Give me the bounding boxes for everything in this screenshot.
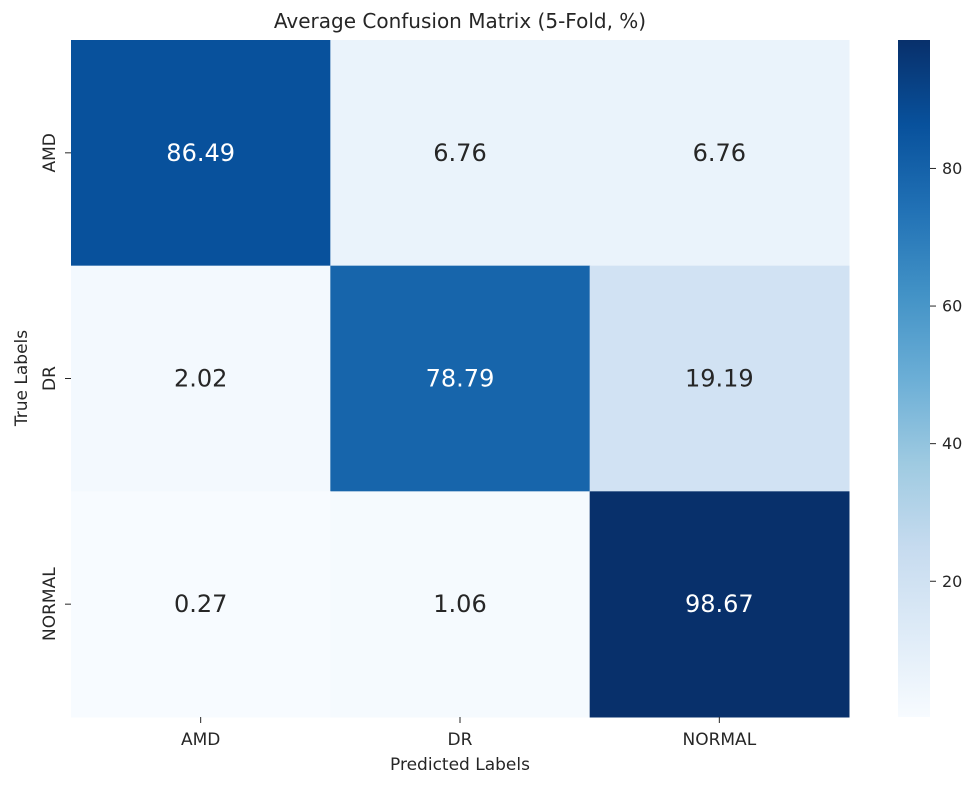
heatmap-cell xyxy=(589,40,850,267)
colorbar-tick-label: 80 xyxy=(942,159,962,178)
cell-value-label: 98.67 xyxy=(685,590,754,618)
cell-value-label: 78.79 xyxy=(426,365,495,393)
y-tick-label: NORMAL xyxy=(40,567,60,641)
heatmap-cell xyxy=(330,491,591,718)
colorbar-tick-label: 60 xyxy=(942,297,962,316)
heatmap-cell xyxy=(330,265,591,492)
heatmap-cell xyxy=(71,40,331,267)
colorbar-ticks: 20 40 60 80 xyxy=(930,159,962,591)
cell-value-label: 0.27 xyxy=(174,590,227,618)
heatmap-cell-labels: 86.49 6.76 6.76 2.02 78.79 19.19 0.27 1.06 98.67 xyxy=(166,139,753,618)
y-axis-ticks: AMD DR NORMAL xyxy=(40,133,71,641)
cell-value-label: 86.49 xyxy=(166,139,235,167)
cell-value-label: 2.02 xyxy=(174,365,227,393)
chart-title: Average Confusion Matrix (5-Fold, %) xyxy=(274,9,646,33)
x-tick-label: DR xyxy=(448,730,473,750)
cell-value-label: 6.76 xyxy=(693,139,746,167)
heatmap-cells xyxy=(71,40,850,718)
x-tick-label: AMD xyxy=(181,730,220,750)
heatmap-cell xyxy=(589,265,850,492)
heatmap-cell xyxy=(71,491,331,718)
x-tick-label: NORMAL xyxy=(682,730,756,750)
y-tick-label: AMD xyxy=(40,133,60,172)
colorbar xyxy=(898,40,930,717)
heatmap-cell xyxy=(330,40,591,267)
y-tick-label: DR xyxy=(40,366,60,391)
x-axis-ticks: AMD DR NORMAL xyxy=(181,717,757,750)
x-axis-label: Predicted Labels xyxy=(390,755,530,775)
cell-value-label: 6.76 xyxy=(433,139,486,167)
colorbar-tick-label: 40 xyxy=(942,434,962,453)
heatmap-cell xyxy=(589,491,850,718)
y-axis-label: True Labels xyxy=(12,330,32,427)
cell-value-label: 19.19 xyxy=(685,365,754,393)
heatmap-cell xyxy=(71,265,331,492)
cell-value-label: 1.06 xyxy=(433,590,486,618)
colorbar-tick-label: 20 xyxy=(942,572,962,591)
